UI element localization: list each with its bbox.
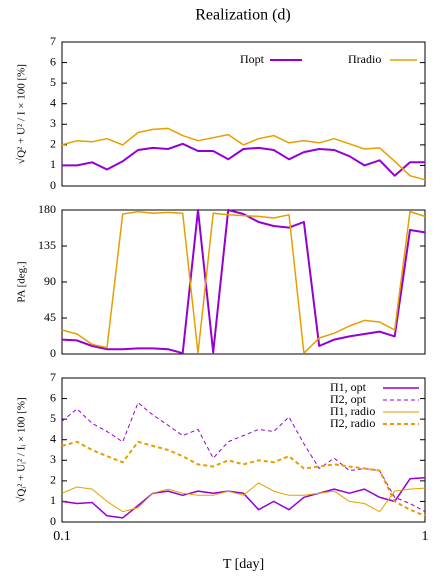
plot-frame (61, 41, 426, 187)
series-line (61, 127, 426, 181)
y-tick-label: 7 (50, 34, 56, 48)
legend-label: Π2, radio (330, 416, 375, 430)
series-line (61, 482, 426, 513)
y-tick-label: 135 (38, 238, 56, 252)
x-tick-label: 1 (422, 529, 429, 544)
y-tick-label: 6 (50, 54, 56, 68)
chart-title: Realization (d) (195, 7, 291, 24)
y-tick-label: 180 (38, 202, 56, 216)
series-line (61, 440, 426, 517)
y-tick-label: 5 (50, 75, 56, 89)
y-tick-label: 2 (50, 473, 56, 487)
series-line (61, 209, 426, 355)
x-axis-label: T [day] (223, 557, 264, 572)
y-tick-label: 6 (50, 390, 56, 404)
y-tick-label: 90 (44, 274, 56, 288)
y-tick-label: 0 (50, 178, 56, 192)
y-axis-label: PA [deg.] (16, 261, 28, 302)
y-tick-label: 1 (50, 493, 56, 507)
y-axis-label: √Q² + U² / I × 100 [%] (16, 64, 28, 164)
series-line (61, 402, 426, 513)
y-tick-label: 4 (50, 95, 56, 109)
legend-label: Π2, opt (330, 392, 367, 406)
legend-label: Π1, opt (330, 380, 367, 394)
y-tick-label: 45 (44, 310, 56, 324)
y-tick-label: 4 (50, 431, 56, 445)
y-tick-label: 3 (50, 116, 56, 130)
y-tick-label: 7 (50, 370, 56, 384)
plot-frame (61, 377, 426, 523)
series-line (62, 142, 425, 177)
x-tick-label: 0.1 (53, 529, 71, 544)
y-tick-label: 2 (50, 137, 56, 151)
y-tick-label: 0 (50, 346, 56, 360)
y-tick-label: 5 (50, 411, 56, 425)
legend-label: Πopt (240, 52, 265, 66)
legend-label: Πradio (348, 52, 381, 66)
y-axis-label: √Qᵢ² + Uᵢ² / Iᵢ × 100 [%] (16, 397, 28, 502)
y-tick-label: 0 (50, 514, 56, 528)
y-tick-label: 3 (50, 452, 56, 466)
series-line (61, 210, 426, 354)
y-tick-label: 1 (50, 157, 56, 171)
series-line (61, 477, 426, 519)
legend-label: Π1, radio (330, 404, 375, 418)
